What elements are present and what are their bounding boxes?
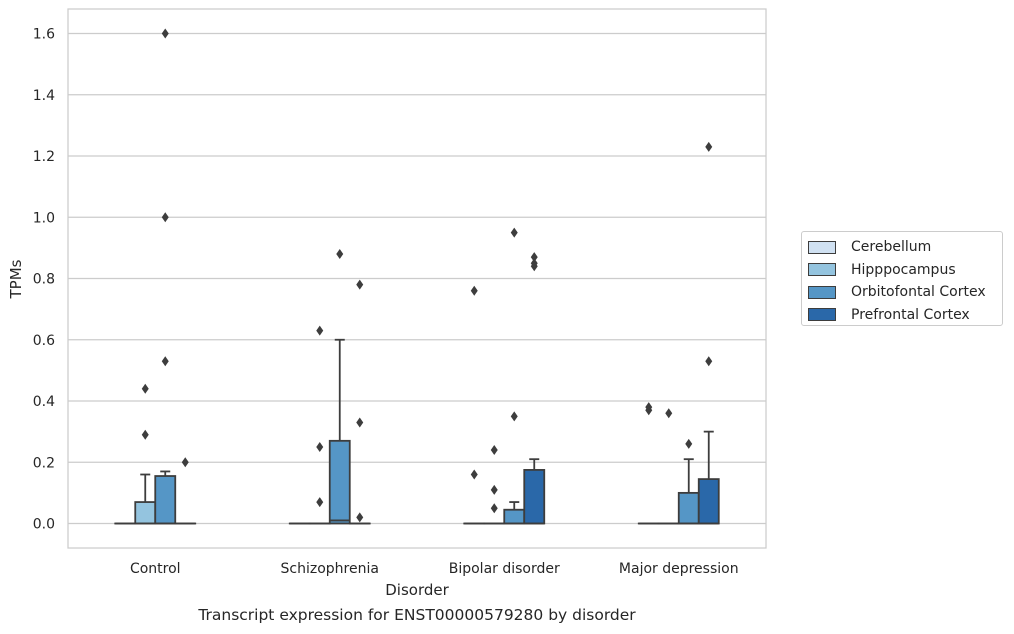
legend-label: Prefrontal Cortex [851, 306, 970, 323]
chart-caption: Transcript expression for ENST0000057928… [198, 606, 636, 624]
x-tick-label: Major depression [619, 561, 739, 577]
legend-item: Hipppocampus [808, 259, 1002, 282]
outlier-point [470, 469, 478, 480]
outlier-point [510, 411, 518, 422]
outlier-point [530, 252, 538, 263]
legend-label: Cerebellum [851, 239, 932, 256]
legend-label: Orbitofontal Cortex [851, 284, 986, 301]
outlier-point [141, 383, 149, 394]
y-tick-labels: 0.0 0.2 0.4 0.6 0.8 1.0 1.2 1.4 1.6 [33, 27, 55, 533]
x-axis-label: Disorder [385, 581, 449, 599]
legend-swatch [808, 240, 836, 254]
x-tick-label: Bipolar disorder [449, 561, 560, 577]
x-tick-label: Control [130, 561, 181, 577]
y-tick-label: 1.0 [33, 210, 55, 226]
outlier-point [645, 402, 653, 413]
legend-swatch [808, 285, 836, 299]
outlier-point [705, 356, 713, 367]
y-tick-label: 0.8 [33, 272, 55, 288]
box-body [523, 469, 546, 525]
y-axis-label: TPMs [7, 259, 25, 299]
box-body [328, 439, 351, 525]
box-body [154, 475, 177, 525]
box-body [677, 491, 700, 525]
legend-swatch [808, 308, 836, 322]
boxes [114, 338, 720, 525]
box-2-0 [154, 470, 177, 525]
box-body [503, 508, 526, 525]
y-tick-label: 1.4 [33, 88, 55, 104]
x-tick-label: Schizophrenia [281, 561, 379, 577]
outliers [141, 28, 713, 523]
outlier-point [510, 227, 518, 238]
box-2-3 [677, 458, 700, 525]
outlier-point [356, 417, 364, 428]
outlier-point [316, 441, 324, 452]
box-3-3 [697, 430, 720, 525]
outlier-point [316, 325, 324, 336]
outlier-point [470, 285, 478, 296]
box-1-0 [134, 473, 157, 525]
legend: Cerebellum Hipppocampus Orbitofontal Corte… [801, 231, 1003, 326]
y-tick-label: 0.0 [33, 517, 55, 533]
outlier-point [336, 249, 344, 259]
y-tick-label: 0.4 [33, 394, 55, 410]
outlier-point [181, 457, 189, 468]
box-2-2 [503, 501, 526, 525]
outlier-point [316, 497, 324, 508]
y-tick-label: 0.6 [33, 333, 55, 349]
outlier-point [141, 429, 149, 440]
outlier-point [356, 279, 364, 290]
legend-item: Prefrontal Cortex [808, 304, 1002, 327]
outlier-point [161, 212, 169, 223]
outlier-point [490, 445, 498, 455]
legend-item: Cerebellum [808, 236, 1002, 259]
legend-swatch [808, 263, 836, 277]
legend-item: Orbitofontal Cortex [808, 281, 1002, 304]
box-body [697, 478, 720, 525]
box-body [134, 501, 157, 525]
outlier-point [161, 356, 169, 367]
y-tick-label: 1.2 [33, 149, 55, 165]
x-tick-labels: Control Schizophrenia Bipolar disorder Majo… [130, 561, 739, 577]
plot-frame [67, 8, 767, 549]
outlier-point [705, 141, 713, 152]
box-3-2 [523, 458, 546, 525]
grid-lines [68, 32, 766, 525]
outlier-point [490, 484, 498, 495]
outlier-point [665, 408, 673, 419]
outlier-point [356, 512, 364, 523]
outlier-point [685, 438, 693, 449]
outlier-point [161, 28, 169, 39]
y-tick-label: 1.6 [33, 27, 55, 43]
legend-label: Hipppocampus [851, 261, 956, 278]
outlier-point [530, 258, 538, 269]
box-2-1 [328, 338, 351, 525]
y-tick-label: 0.2 [33, 455, 55, 471]
outlier-point [490, 503, 498, 514]
